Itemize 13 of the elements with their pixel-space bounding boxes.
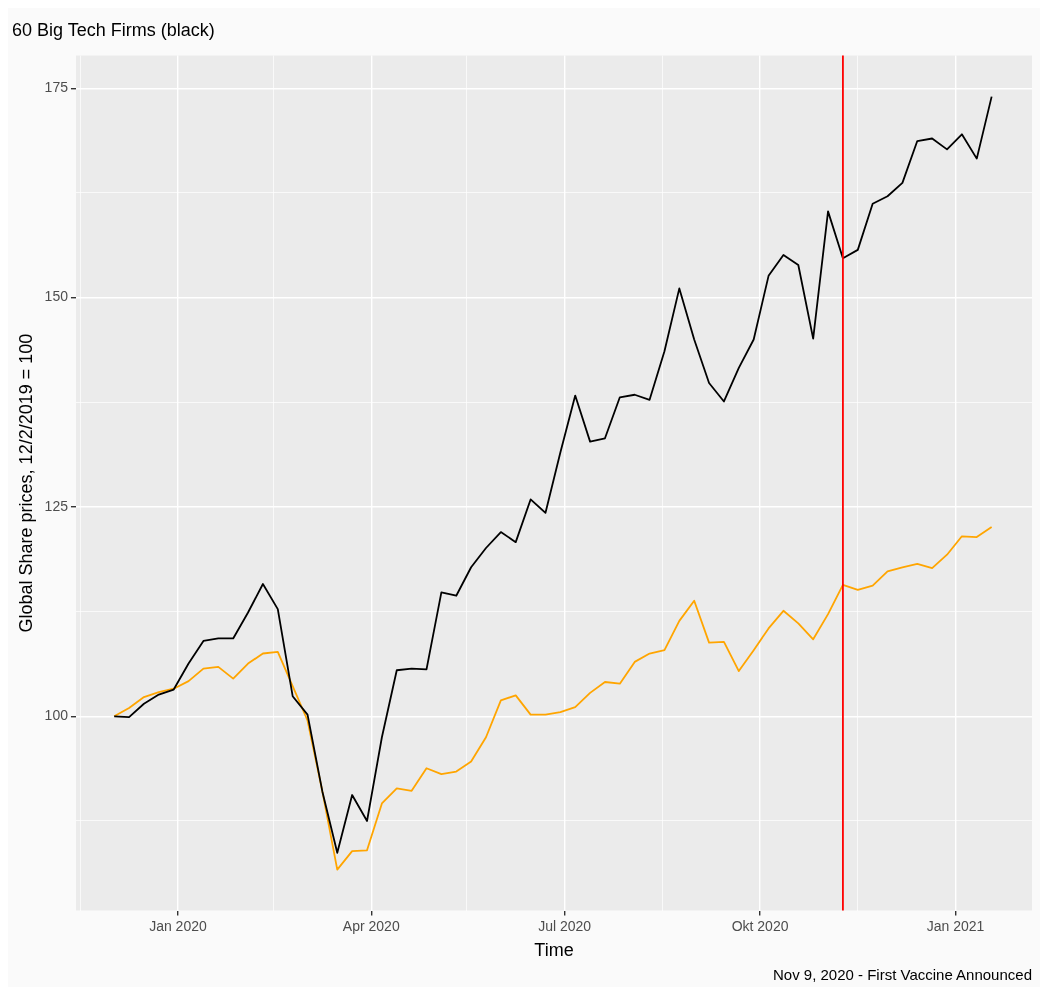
y-tick-label: 125 <box>44 497 69 514</box>
x-tick-label: Jan 2021 <box>926 917 985 934</box>
x-tick-label: Jan 2020 <box>149 917 207 934</box>
x-tick-label: Jul 2020 <box>538 917 592 934</box>
x-axis-title: Time <box>534 940 574 961</box>
y-axis-title: Global Share prices, 12/2/2019 = 100 <box>15 333 36 633</box>
x-tick-label: Apr 2020 <box>342 917 400 934</box>
y-tick-label: 150 <box>44 288 69 305</box>
y-tick-label: 175 <box>44 79 69 96</box>
x-tick-label: Okt 2020 <box>731 917 789 934</box>
chart-title: 60 Big Tech Firms (black) <box>12 19 215 40</box>
y-tick-label: 100 <box>44 707 69 724</box>
text: Nov 9, 2020 - First Vaccine Announced <box>771 966 1033 985</box>
